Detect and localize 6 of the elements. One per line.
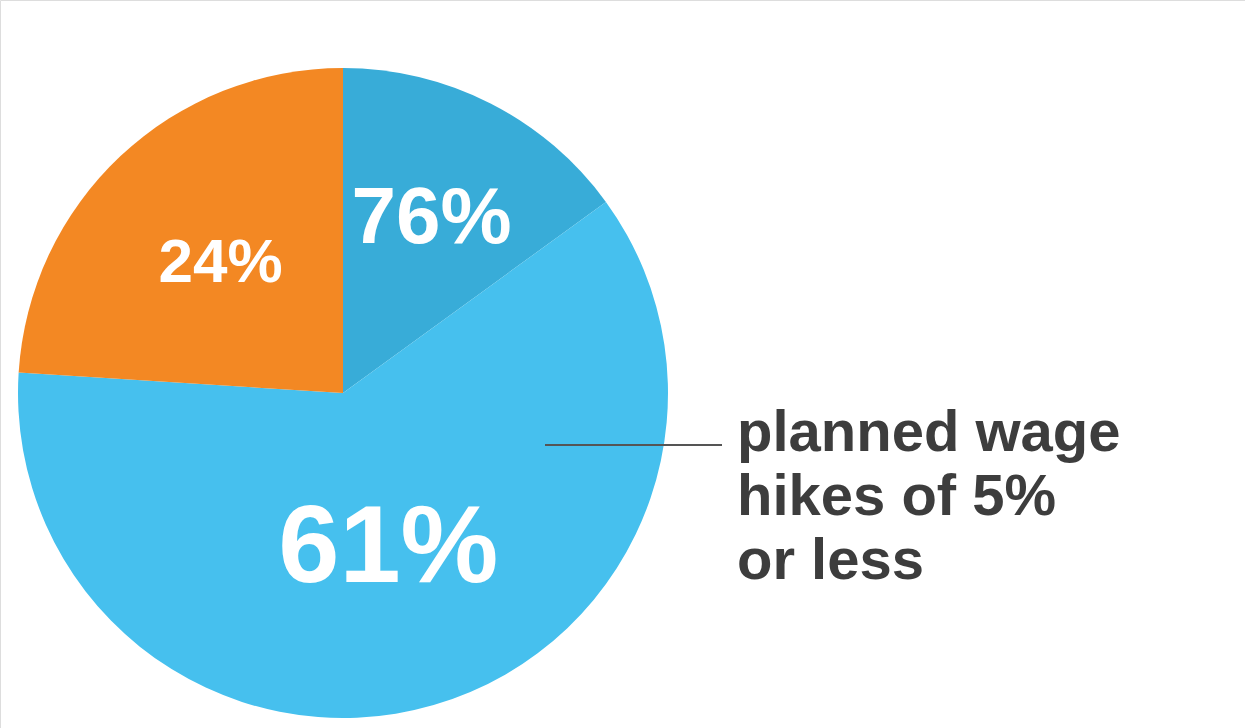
text: 76% <box>351 171 512 261</box>
pie-slice <box>343 68 606 393</box>
text: planned wage hikes of 5% or less <box>737 398 1121 591</box>
data-label: 24% <box>158 225 283 295</box>
data-label: 61% <box>278 482 499 606</box>
pie-slice <box>18 68 343 393</box>
